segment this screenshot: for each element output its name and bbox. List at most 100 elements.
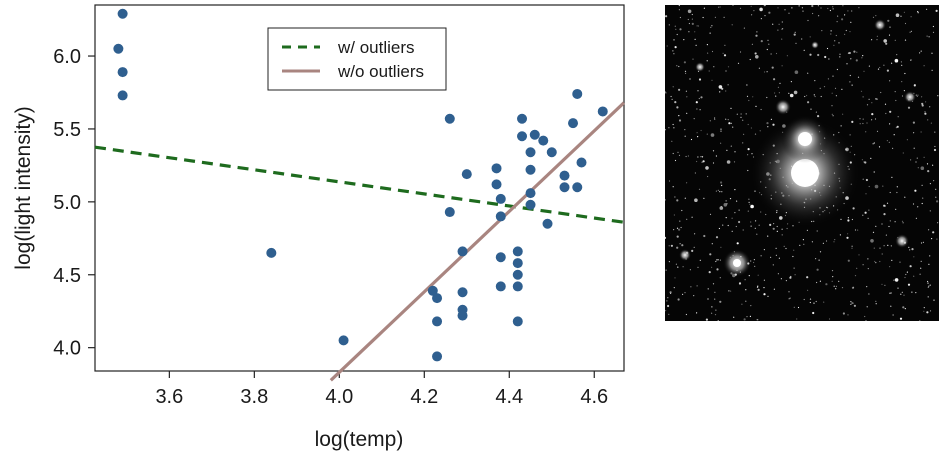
- star: [760, 18, 762, 20]
- star: [712, 162, 715, 164]
- star: [807, 19, 809, 22]
- star: [686, 218, 688, 220]
- star: [901, 291, 903, 293]
- star: [856, 267, 858, 269]
- star: [851, 120, 854, 123]
- star: [900, 15, 902, 17]
- star: [864, 315, 866, 318]
- star: [858, 254, 860, 256]
- star: [749, 315, 751, 317]
- star: [888, 225, 890, 228]
- star: [886, 69, 889, 72]
- star: [851, 84, 853, 86]
- star: [668, 313, 670, 315]
- star: [932, 231, 935, 234]
- star: [793, 249, 795, 251]
- star: [875, 15, 877, 17]
- star: [781, 65, 783, 67]
- star: [760, 255, 762, 257]
- star: [902, 306, 905, 309]
- star: [736, 200, 738, 202]
- star: [727, 119, 729, 121]
- star: [848, 51, 851, 55]
- fit-lines: [94, 101, 626, 382]
- star: [684, 292, 686, 294]
- star: [901, 64, 903, 66]
- star: [670, 244, 673, 247]
- star: [872, 143, 874, 145]
- star: [721, 87, 724, 90]
- x-tick-label: 4.0: [325, 386, 353, 408]
- data-point: [461, 169, 472, 180]
- star: [844, 14, 846, 16]
- star: [924, 112, 927, 115]
- star: [836, 21, 838, 23]
- star: [734, 189, 736, 191]
- star: [874, 118, 877, 120]
- star: [875, 303, 877, 305]
- star: [668, 127, 670, 129]
- star: [851, 302, 853, 304]
- star: [667, 297, 669, 299]
- star: [723, 54, 727, 57]
- star: [796, 318, 798, 320]
- star: [672, 50, 674, 52]
- star: [711, 50, 714, 53]
- star: [931, 52, 933, 54]
- star: [901, 81, 903, 83]
- star: [929, 284, 931, 286]
- star: [887, 19, 890, 22]
- star: [920, 131, 922, 133]
- star: [676, 33, 678, 36]
- star: [817, 53, 820, 57]
- star: [714, 117, 716, 119]
- star: [690, 286, 692, 288]
- star: [786, 227, 788, 230]
- star: [825, 240, 828, 242]
- star: [832, 6, 834, 8]
- star: [846, 236, 849, 239]
- star: [702, 160, 705, 163]
- star: [862, 118, 864, 120]
- star: [693, 118, 695, 120]
- star: [859, 123, 861, 125]
- data-point: [432, 351, 443, 362]
- star: [714, 291, 716, 293]
- star: [763, 71, 766, 73]
- star: [814, 95, 816, 98]
- star: [788, 92, 790, 94]
- star: [909, 249, 911, 251]
- star: [851, 218, 853, 221]
- data-point: [495, 193, 506, 204]
- star: [697, 136, 699, 138]
- star: [906, 271, 908, 273]
- star: [926, 163, 929, 165]
- star: [799, 244, 801, 246]
- star: [738, 209, 740, 211]
- star: [714, 298, 716, 300]
- star: [847, 219, 850, 222]
- star: [930, 122, 932, 124]
- star: [755, 220, 757, 222]
- star: [772, 123, 775, 126]
- star: [921, 96, 923, 98]
- star: [701, 156, 704, 158]
- star: [726, 203, 728, 205]
- star: [691, 22, 694, 25]
- star: [838, 280, 840, 282]
- star: [889, 123, 891, 125]
- star: [760, 211, 762, 213]
- star: [665, 92, 667, 94]
- star: [923, 156, 925, 158]
- star: [749, 58, 751, 61]
- star: [679, 16, 681, 19]
- star: [686, 112, 688, 114]
- star: [934, 145, 936, 148]
- star: [910, 30, 912, 32]
- star: [828, 58, 830, 60]
- star: [902, 152, 904, 154]
- star: [926, 311, 929, 314]
- star: [868, 293, 870, 295]
- star: [688, 22, 690, 25]
- star: [732, 5, 734, 6]
